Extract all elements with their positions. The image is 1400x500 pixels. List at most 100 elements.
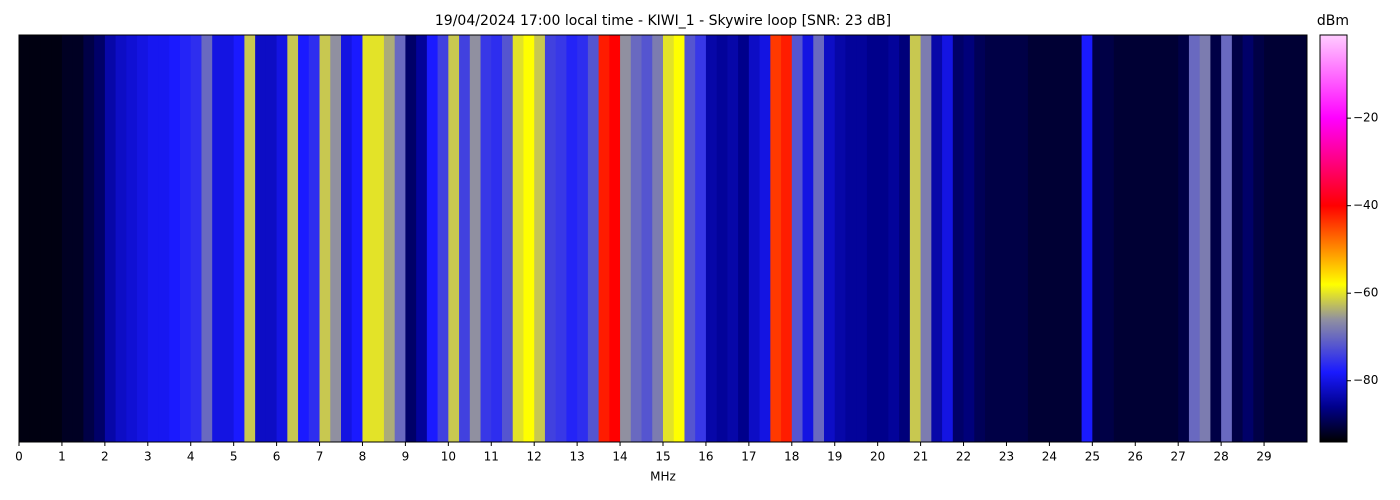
x-tick-label: 28 bbox=[1213, 450, 1228, 464]
x-tick-label: 24 bbox=[1042, 450, 1057, 464]
x-tick-label: 8 bbox=[359, 450, 367, 464]
spectrum-column bbox=[115, 35, 127, 442]
spectrum-column bbox=[791, 35, 804, 442]
spectrum-column bbox=[1049, 35, 1061, 442]
spectrum-column bbox=[609, 35, 621, 442]
spectrum-column bbox=[663, 35, 675, 442]
spectrum-column bbox=[512, 35, 524, 442]
spectrum-column bbox=[534, 35, 546, 442]
spectrum-column bbox=[1285, 35, 1297, 442]
x-tick-label: 26 bbox=[1128, 450, 1143, 464]
spectrum-column bbox=[94, 35, 106, 442]
spectrum-column bbox=[383, 35, 396, 442]
spectrum-column bbox=[480, 35, 492, 442]
spectrum-column bbox=[394, 35, 406, 442]
spectrum-column bbox=[759, 35, 771, 442]
spectrum-column bbox=[448, 35, 460, 442]
x-tick-label: 3 bbox=[144, 450, 152, 464]
spectrum-column bbox=[641, 35, 653, 442]
spectrum-column bbox=[147, 35, 160, 442]
spectrum-column bbox=[1156, 35, 1168, 442]
spectrum-column bbox=[652, 35, 664, 442]
spectrum-column bbox=[909, 35, 922, 442]
spectrum-column bbox=[738, 35, 750, 442]
spectrum-column bbox=[244, 35, 256, 442]
spectrum-column bbox=[770, 35, 782, 442]
x-tick-label: 11 bbox=[484, 450, 499, 464]
spectrum-column bbox=[1253, 35, 1265, 442]
spectrum-column bbox=[180, 35, 192, 442]
spectrum-column bbox=[1242, 35, 1254, 442]
spectrum-column bbox=[995, 35, 1007, 442]
spectrum-column bbox=[985, 35, 997, 442]
spectrum-column bbox=[899, 35, 911, 442]
spectrum-column bbox=[72, 35, 84, 442]
spectrum-column bbox=[813, 35, 825, 442]
colorbar-label: dBm bbox=[1317, 13, 1349, 29]
x-tick-label: 0 bbox=[15, 450, 23, 464]
spectrum-column bbox=[931, 35, 943, 442]
spectrum-column bbox=[1038, 35, 1050, 442]
spectrum-column bbox=[555, 35, 567, 442]
spectrum-column bbox=[308, 35, 321, 442]
x-tick-label: 27 bbox=[1171, 450, 1186, 464]
spectrum-column bbox=[491, 35, 503, 442]
spectrum-column bbox=[469, 35, 482, 442]
spectrum-column bbox=[695, 35, 707, 442]
spectrum-column bbox=[351, 35, 363, 442]
spectrum-column bbox=[341, 35, 353, 442]
spectrum-column bbox=[83, 35, 95, 442]
spectrum-column bbox=[1006, 35, 1018, 442]
spectrum-column bbox=[287, 35, 299, 442]
spectrum-column bbox=[1081, 35, 1093, 442]
spectrum-column bbox=[61, 35, 74, 442]
spectrum-column bbox=[276, 35, 288, 442]
spectrum-column bbox=[1113, 35, 1126, 442]
colorbar-tick-label: −20 bbox=[1353, 111, 1378, 125]
x-tick-label: 14 bbox=[612, 450, 627, 464]
spectrum-column bbox=[190, 35, 202, 442]
spectrum-column bbox=[974, 35, 986, 442]
spectrum-column bbox=[523, 35, 535, 442]
spectrum-column bbox=[834, 35, 846, 442]
spectrum-column bbox=[416, 35, 428, 442]
spectrum-column bbox=[630, 35, 643, 442]
spectrum-column bbox=[877, 35, 889, 442]
spectrum-column bbox=[405, 35, 417, 442]
spectrum-column bbox=[104, 35, 117, 442]
spectrum-column bbox=[1027, 35, 1040, 442]
chart-title: 19/04/2024 17:00 local time - KIWI_1 - S… bbox=[435, 13, 891, 29]
spectrum-column bbox=[459, 35, 471, 442]
spectrum-column bbox=[963, 35, 975, 442]
spectrum-column bbox=[330, 35, 342, 442]
x-tick-label: 5 bbox=[230, 450, 238, 464]
spectrum-column bbox=[544, 35, 557, 442]
x-tick-label: 25 bbox=[1085, 450, 1100, 464]
spectrum-column bbox=[437, 35, 449, 442]
spectrum-column bbox=[298, 35, 310, 442]
spectrum-column bbox=[1221, 35, 1233, 442]
x-tick-label: 21 bbox=[913, 450, 928, 464]
spectrum-column bbox=[51, 35, 63, 442]
x-tick-label: 1 bbox=[58, 450, 66, 464]
spectrum-column bbox=[1060, 35, 1072, 442]
x-tick-label: 7 bbox=[316, 450, 324, 464]
spectrum-column bbox=[748, 35, 761, 442]
x-tick-label: 20 bbox=[870, 450, 885, 464]
spectrum-column bbox=[319, 35, 331, 442]
spectrum-column bbox=[265, 35, 278, 442]
spectrum-column bbox=[502, 35, 514, 442]
spectrum-column bbox=[1274, 35, 1287, 442]
x-tick-label: 17 bbox=[741, 450, 756, 464]
spectrum-column bbox=[19, 35, 31, 442]
spectrum-column bbox=[824, 35, 836, 442]
spectrum-column bbox=[137, 35, 149, 442]
colorbar-tick-label: −40 bbox=[1353, 198, 1378, 212]
spectrum-column bbox=[158, 35, 170, 442]
spectrum-column bbox=[233, 35, 245, 442]
spectrum-column bbox=[727, 35, 739, 442]
x-tick-label: 29 bbox=[1256, 450, 1271, 464]
spectrum-column bbox=[684, 35, 696, 442]
spectrum-column bbox=[373, 35, 385, 442]
